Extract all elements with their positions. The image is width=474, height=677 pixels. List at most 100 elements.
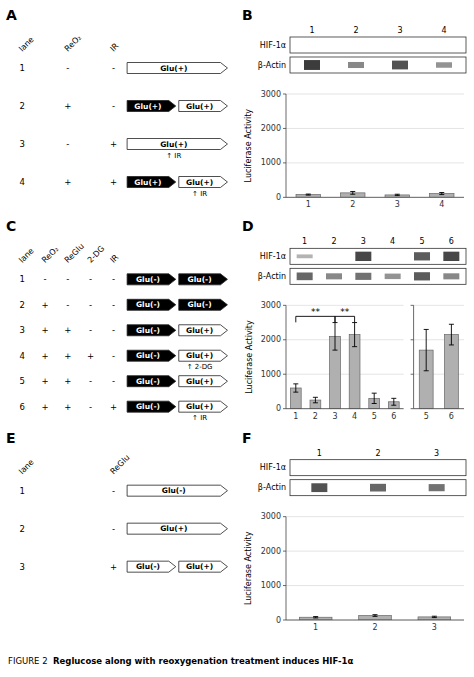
x-tick-label: 4 bbox=[439, 200, 444, 209]
bar bbox=[444, 335, 458, 409]
condition-arrow bbox=[179, 401, 228, 412]
lane-label: 2 bbox=[331, 237, 336, 246]
lane-label: 3 bbox=[397, 26, 402, 35]
lane-label: 3 bbox=[361, 237, 366, 246]
grid-line bbox=[286, 339, 404, 340]
bar-chart: 56 bbox=[411, 305, 464, 420]
bar-chart: 0100020003000123Luciferase Activity bbox=[245, 512, 465, 632]
blot-band bbox=[297, 272, 313, 280]
blot-label: β-Actin bbox=[258, 483, 286, 492]
condition-cell: - bbox=[66, 274, 69, 284]
condition-cell: + bbox=[64, 376, 71, 386]
x-tick-label: 6 bbox=[391, 412, 396, 421]
condition-cell: 2 bbox=[20, 524, 25, 534]
arrow-label: Glu(-) bbox=[136, 377, 160, 386]
lane-label: 4 bbox=[390, 237, 395, 246]
x-tick-label: 3 bbox=[432, 623, 437, 632]
blot-panel: B1234HIF-1αβ-Actin bbox=[242, 7, 466, 73]
condition-panel: AlaneReO₂IR1--Glu(+)2+-Glu(+)Glu(+)3-+Gl… bbox=[6, 7, 227, 198]
arrow-label: Glu(+) bbox=[186, 102, 213, 111]
lane-label: 1 bbox=[317, 449, 322, 458]
condition-arrow bbox=[179, 101, 228, 112]
condition-arrow bbox=[179, 325, 228, 336]
condition-cell: - bbox=[89, 274, 92, 284]
condition-cell: - bbox=[66, 63, 69, 73]
arrow-label: Glu(+) bbox=[186, 178, 213, 187]
x-axis-line bbox=[414, 408, 464, 409]
arrow-label: Glu(+) bbox=[186, 402, 213, 411]
panel-label: B bbox=[242, 7, 253, 23]
column-header: ReGlu bbox=[108, 453, 131, 476]
y-tick bbox=[411, 305, 414, 306]
column-header: IR bbox=[108, 41, 120, 53]
arrow-label: Glu(-) bbox=[162, 486, 186, 495]
x-tick-label: 1 bbox=[306, 200, 311, 209]
blot-band bbox=[429, 484, 445, 491]
condition-cell: + bbox=[41, 300, 48, 310]
x-axis-line bbox=[286, 620, 464, 621]
arrow-label: Glu(+) bbox=[186, 326, 213, 335]
x-tick-label: 5 bbox=[424, 412, 429, 421]
x-tick-label: 3 bbox=[395, 200, 400, 209]
condition-cell: 6 bbox=[20, 402, 25, 412]
grid-line bbox=[286, 516, 464, 517]
y-tick bbox=[283, 305, 286, 306]
error-bar bbox=[391, 398, 396, 405]
grid-line bbox=[414, 408, 464, 409]
blot-band bbox=[355, 252, 371, 261]
blot-band bbox=[436, 62, 452, 68]
y-axis-label: Luciferase Activity bbox=[245, 109, 254, 183]
y-tick bbox=[283, 408, 286, 409]
blot-band bbox=[392, 61, 408, 70]
y-tick-label: 3000 bbox=[261, 90, 281, 99]
condition-cell: 1 bbox=[20, 274, 25, 284]
condition-cell: + bbox=[64, 325, 71, 335]
condition-cell: 1 bbox=[20, 486, 25, 496]
condition-arrow bbox=[179, 350, 228, 361]
condition-arrow bbox=[127, 523, 227, 534]
condition-cell: - bbox=[89, 402, 92, 412]
panel-label: C bbox=[6, 218, 16, 234]
column-header: lane bbox=[17, 458, 36, 477]
y-axis-label: Luciferase Activity bbox=[245, 320, 254, 394]
error-bar bbox=[449, 324, 454, 345]
condition-arrow bbox=[127, 274, 176, 285]
blot-band bbox=[311, 483, 327, 492]
blot-label: HIF-1α bbox=[260, 463, 286, 472]
caption-bold: Reglucose along with reoxygenation treat… bbox=[53, 656, 353, 666]
column-header: ReO₂ bbox=[63, 33, 83, 53]
arrow-label: Glu(-) bbox=[136, 326, 160, 335]
y-tick-label: 2000 bbox=[261, 547, 281, 556]
error-bar bbox=[306, 194, 311, 195]
arrow-label: Glu(+) bbox=[160, 524, 187, 533]
x-tick-label: 2 bbox=[372, 623, 377, 632]
y-axis-line bbox=[286, 94, 287, 197]
arrow-label: Glu(-) bbox=[188, 300, 212, 309]
condition-cell: + bbox=[110, 177, 117, 187]
bar bbox=[359, 616, 392, 620]
condition-cell: - bbox=[44, 274, 47, 284]
x-tick-label: 3 bbox=[332, 412, 337, 421]
condition-cell: - bbox=[112, 351, 115, 361]
grid-line bbox=[286, 408, 404, 409]
y-axis-label: Luciferase Activity bbox=[245, 531, 254, 605]
blot-panel: F123HIF-1αβ-Actin bbox=[242, 430, 466, 496]
arrow-label: Glu(-) bbox=[136, 402, 160, 411]
condition-cell: - bbox=[89, 300, 92, 310]
error-bar bbox=[424, 329, 429, 370]
condition-cell: 3 bbox=[20, 562, 25, 572]
condition-cell: - bbox=[112, 486, 115, 496]
condition-arrow bbox=[127, 350, 176, 361]
grid-line bbox=[286, 94, 464, 95]
arrow-label: Glu(+) bbox=[160, 140, 187, 149]
y-tick-label: 1000 bbox=[261, 581, 281, 590]
x-tick-label: 5 bbox=[372, 412, 377, 421]
x-tick-label: 1 bbox=[293, 412, 298, 421]
plot-area bbox=[296, 191, 454, 197]
condition-arrow bbox=[127, 561, 176, 572]
condition-cell: - bbox=[66, 300, 69, 310]
condition-cell: - bbox=[112, 524, 115, 534]
bar bbox=[299, 617, 332, 620]
panel-label: A bbox=[6, 7, 17, 23]
condition-arrow bbox=[179, 177, 228, 188]
